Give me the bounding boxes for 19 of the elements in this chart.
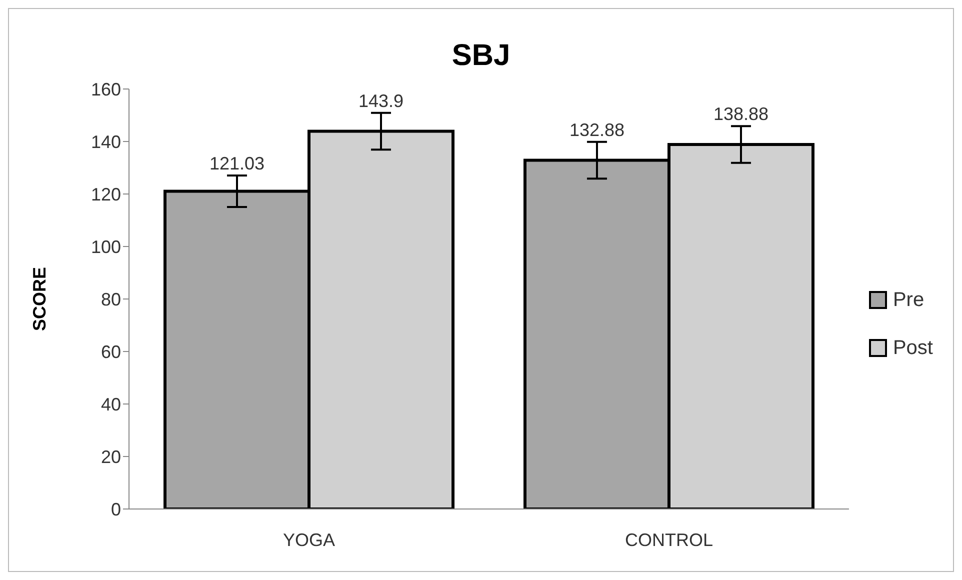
x-tick-label: CONTROL bbox=[624, 530, 713, 550]
y-tick-label: 40 bbox=[100, 394, 121, 414]
data-label: 138.88 bbox=[713, 104, 769, 124]
legend-label: Post bbox=[892, 336, 933, 361]
y-tick-label: 80 bbox=[100, 289, 121, 310]
x-tick-label: YOGA bbox=[282, 530, 335, 550]
data-label: 132.88 bbox=[569, 120, 625, 140]
y-tick-label: 60 bbox=[100, 342, 121, 362]
data-label: 143.9 bbox=[358, 90, 404, 111]
y-tick-label: 100 bbox=[90, 236, 121, 257]
y-tick-label: 20 bbox=[100, 446, 121, 467]
y-tick-label: 160 bbox=[90, 79, 121, 100]
y-tick-label: 120 bbox=[90, 184, 121, 204]
chart-title: SBJ bbox=[450, 38, 512, 74]
y-tick-label: 0 bbox=[110, 499, 121, 520]
y-axis-title: SCORE bbox=[29, 266, 50, 332]
y-tick-label: 140 bbox=[90, 132, 121, 152]
legend-label: Pre bbox=[892, 288, 924, 313]
data-label: 121.03 bbox=[209, 154, 265, 174]
